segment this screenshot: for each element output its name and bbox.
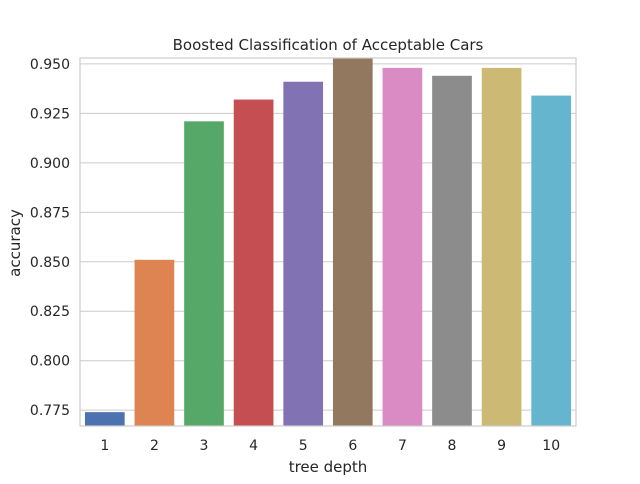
x-tick-label: 10 <box>542 438 560 454</box>
x-tick-label: 3 <box>200 438 209 454</box>
y-tick-label: 0.850 <box>30 255 70 271</box>
x-tick-label: 2 <box>150 438 159 454</box>
bar-depth-7 <box>382 67 423 427</box>
x-axis-label: tree depth <box>289 458 368 476</box>
x-tick-label: 7 <box>398 438 407 454</box>
y-tick-label: 0.800 <box>30 354 70 370</box>
y-tick-label: 0.775 <box>30 403 70 419</box>
x-tick-labels: 1 2 3 4 5 6 7 8 9 10 <box>100 438 560 454</box>
x-tick-label: 5 <box>299 438 308 454</box>
bar-depth-5 <box>283 81 324 426</box>
x-tick-label: 4 <box>249 438 258 454</box>
bar-depth-6 <box>332 58 373 426</box>
x-tick-label: 9 <box>497 438 506 454</box>
y-tick-label: 0.950 <box>30 57 70 73</box>
x-tick-label: 8 <box>448 438 457 454</box>
bars <box>84 58 572 427</box>
y-tick-label: 0.925 <box>30 106 70 122</box>
y-tick-label: 0.875 <box>30 205 70 221</box>
bar-depth-10 <box>531 95 572 426</box>
bar-depth-4 <box>233 99 274 426</box>
x-tick-label: 6 <box>348 438 357 454</box>
x-tick-label: 1 <box>100 438 109 454</box>
bar-depth-8 <box>432 75 472 426</box>
y-tick-labels: 0.775 0.800 0.825 0.850 0.875 0.900 0.925 0.950 <box>30 57 70 419</box>
bar-depth-3 <box>184 121 224 426</box>
bar-depth-2 <box>134 259 175 426</box>
y-tick-label: 0.825 <box>30 304 70 320</box>
y-tick-label: 0.900 <box>30 156 70 172</box>
bar-depth-1 <box>84 412 125 426</box>
y-axis-label: accuracy <box>6 209 24 277</box>
chart-title: Boosted Classification of Acceptable Car… <box>173 36 484 54</box>
plot-frame <box>79 57 577 427</box>
bar-depth-9 <box>481 67 522 427</box>
